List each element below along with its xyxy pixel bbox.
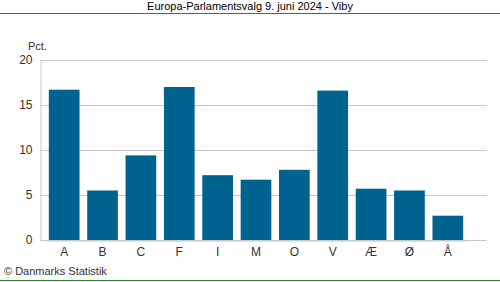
x-tick-label: Ø — [405, 245, 414, 259]
y-tick: 20 — [19, 53, 40, 67]
grid-line — [40, 240, 487, 241]
chart-svg: Europa-Parlamentsvalg 9. juni 2024 - Vib… — [0, 0, 500, 282]
y-tick-label: 10 — [19, 143, 33, 157]
x-tick-label: F — [176, 245, 183, 259]
y-tick-label: 0 — [26, 233, 33, 247]
bar — [164, 87, 195, 240]
grid-line — [40, 60, 487, 61]
x-tick: Æ — [365, 241, 377, 260]
x-tick: C — [137, 241, 146, 260]
title-rule — [0, 13, 500, 14]
y-axis: 0 5 10 15 20 — [19, 53, 41, 247]
bar — [432, 216, 463, 240]
x-tick-label: M — [251, 245, 261, 259]
x-tick-label: O — [290, 245, 299, 259]
grid-line — [40, 105, 487, 106]
y-tick: 5 — [26, 188, 41, 202]
y-axis-line — [41, 61, 42, 241]
bar — [356, 189, 387, 240]
y-tick: 10 — [19, 143, 40, 157]
grid — [40, 61, 487, 241]
x-tick: F — [176, 241, 183, 260]
x-axis: ABCFIMOVÆØÅ — [46, 241, 468, 260]
x-tick-label: I — [216, 245, 219, 259]
x-axis-line — [46, 241, 468, 242]
x-tick-label: V — [329, 245, 337, 259]
x-tick-label: Æ — [365, 245, 377, 259]
y-axis-title: Pct. — [28, 40, 47, 52]
x-tick-label: B — [99, 245, 107, 259]
x-tick: Ø — [405, 241, 414, 260]
bar — [126, 155, 157, 240]
x-tick: V — [329, 241, 337, 260]
y-tick-label: 15 — [19, 98, 33, 112]
x-tick-label: A — [60, 245, 68, 259]
bar — [279, 170, 310, 240]
bar — [317, 91, 348, 240]
bottom-rule — [0, 280, 500, 281]
y-tick-label: 5 — [26, 188, 33, 202]
credit: © Danmarks Statistik — [4, 265, 107, 277]
bar — [87, 191, 118, 241]
x-tick: A — [60, 241, 68, 260]
y-tick-label: 20 — [19, 53, 33, 67]
grid-line — [40, 150, 487, 151]
x-tick: O — [290, 241, 299, 260]
bar — [241, 180, 272, 240]
title: Europa-Parlamentsvalg 9. juni 2024 - Vib… — [147, 0, 353, 12]
x-tick: I — [216, 241, 219, 260]
y-tick: 15 — [19, 98, 40, 112]
chart-container: Europa-Parlamentsvalg 9. juni 2024 - Vib… — [0, 0, 500, 282]
x-tick-label: C — [137, 245, 146, 259]
y-tick: 0 — [26, 233, 41, 247]
x-tick: Å — [444, 241, 452, 260]
bar — [394, 191, 425, 241]
x-tick: B — [99, 241, 107, 260]
bars — [49, 87, 463, 240]
bar — [49, 90, 80, 240]
bar — [202, 175, 233, 240]
x-tick: M — [251, 241, 261, 260]
x-tick-label: Å — [444, 244, 452, 259]
